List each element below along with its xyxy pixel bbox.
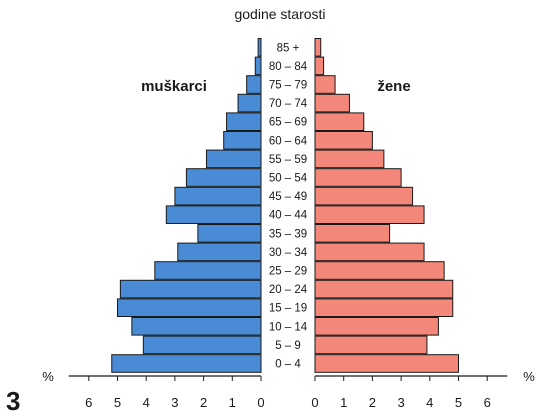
bar-male	[119, 279, 262, 299]
bar-male	[185, 168, 262, 187]
x-tick-label-right: 0	[311, 395, 318, 410]
bar-female	[314, 112, 365, 132]
age-group-label: 55 – 59	[269, 154, 307, 166]
bar-male	[154, 261, 262, 280]
bar-male	[205, 149, 262, 169]
bar-male	[254, 56, 262, 76]
axis-unit-right: %	[523, 369, 535, 384]
bar-male	[142, 335, 262, 355]
age-group-label: 50 – 54	[269, 173, 308, 185]
bar-male	[174, 186, 262, 206]
bar-male	[246, 75, 262, 94]
age-group-label: 5 – 9	[275, 340, 301, 352]
bar-female	[314, 261, 445, 280]
age-group-label: 65 – 69	[269, 117, 307, 129]
bar-female	[314, 56, 325, 76]
x-tick-label-left: 3	[171, 395, 178, 410]
x-tick-label-right: 4	[426, 395, 433, 410]
x-tick-label-left: 1	[229, 395, 236, 410]
bar-female	[314, 205, 425, 224]
axis-unit-left: %	[42, 369, 54, 384]
age-group-label: 80 – 84	[269, 61, 308, 73]
bar-female	[314, 186, 414, 206]
x-tick-label-right: 5	[455, 395, 462, 410]
bar-male	[177, 242, 262, 262]
bar-female	[314, 279, 454, 299]
x-tick-label-right: 3	[397, 395, 404, 410]
bar-male	[237, 93, 262, 113]
age-group-label: 85 +	[277, 42, 300, 54]
bar-female	[314, 93, 350, 113]
bar-male	[165, 205, 262, 224]
bar-female	[314, 75, 336, 94]
x-tick-label-right: 1	[340, 395, 347, 410]
bar-male	[197, 224, 262, 243]
bar-female	[314, 298, 454, 317]
age-group-label: 15 – 19	[269, 303, 307, 315]
age-group-label: 20 – 24	[269, 284, 308, 296]
bar-female	[314, 38, 322, 57]
age-group-label: 75 – 79	[269, 80, 307, 92]
age-group-label: 10 – 14	[269, 321, 308, 333]
bar-female	[314, 168, 402, 187]
age-group-label: 40 – 44	[269, 210, 308, 222]
x-tick-label-left: 0	[257, 395, 264, 410]
age-group-label: 35 – 39	[269, 228, 307, 240]
x-tick-label-right: 2	[369, 395, 376, 410]
age-group-label: 30 – 34	[269, 247, 308, 259]
x-tick-label-left: 6	[85, 395, 92, 410]
bar-female	[314, 317, 439, 336]
x-tick-label-left: 5	[114, 395, 121, 410]
bar-male	[226, 112, 262, 132]
bar-female	[314, 149, 385, 169]
bar-male	[111, 354, 262, 373]
x-tick-label-right: 6	[484, 395, 491, 410]
bar-female	[314, 335, 428, 355]
chart-title: godine starosti	[234, 6, 325, 22]
bar-female	[314, 354, 459, 373]
legend-label-male: muškarci	[141, 78, 207, 95]
bar-female	[314, 242, 425, 262]
x-tick-label-left: 2	[200, 395, 207, 410]
bar-female	[314, 131, 373, 150]
x-tick-label-left: 4	[143, 395, 150, 410]
legend-label-female: žene	[377, 78, 410, 95]
age-group-label: 25 – 29	[269, 266, 307, 278]
bar-male	[257, 38, 262, 57]
age-group-label: 70 – 74	[269, 98, 308, 110]
bar-male	[117, 298, 262, 317]
age-group-label: 45 – 49	[269, 191, 307, 203]
age-group-label: 0 – 4	[275, 359, 301, 371]
age-group-label: 60 – 64	[269, 135, 308, 147]
bar-male	[223, 131, 262, 150]
figure-number: 3	[6, 386, 21, 416]
bar-female	[314, 224, 391, 243]
bar-male	[131, 317, 262, 336]
